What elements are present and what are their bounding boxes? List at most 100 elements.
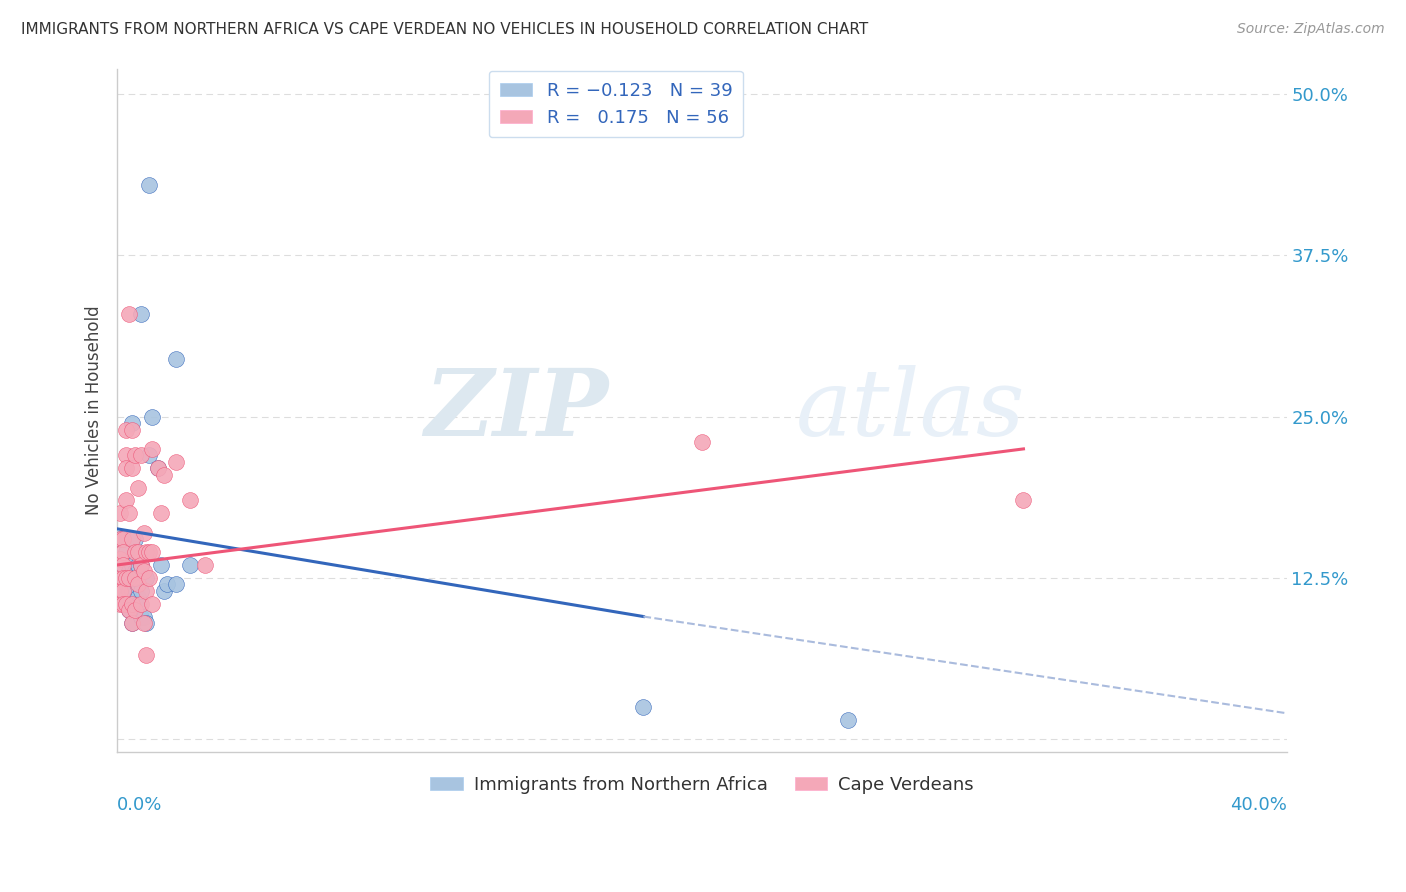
Point: [112, 583, 135, 598]
Y-axis label: No Vehicles in Household: No Vehicles in Household: [86, 305, 103, 515]
Point: [127, 558, 149, 572]
Point: [138, 448, 160, 462]
Point: [118, 507, 141, 521]
Point: [124, 603, 146, 617]
Point: [115, 590, 138, 604]
Text: 0.0%: 0.0%: [117, 797, 163, 814]
Text: atlas: atlas: [796, 365, 1025, 455]
Point: [141, 545, 163, 559]
Point: [633, 699, 655, 714]
Text: IMMIGRANTS FROM NORTHERN AFRICA VS CAPE VERDEAN NO VEHICLES IN HOUSEHOLD CORRELA: IMMIGRANTS FROM NORTHERN AFRICA VS CAPE …: [21, 22, 869, 37]
Point: [129, 306, 152, 320]
Point: [141, 597, 163, 611]
Point: [108, 583, 131, 598]
Point: [129, 558, 152, 572]
Point: [121, 615, 143, 630]
Point: [121, 583, 143, 598]
Point: [1012, 493, 1035, 508]
Point: [124, 571, 146, 585]
Text: Source: ZipAtlas.com: Source: ZipAtlas.com: [1237, 22, 1385, 37]
Point: [141, 442, 163, 456]
Point: [165, 351, 187, 366]
Point: [121, 423, 143, 437]
Point: [108, 507, 131, 521]
Point: [138, 545, 160, 559]
Point: [124, 545, 146, 559]
Point: [112, 565, 135, 579]
Point: [135, 571, 157, 585]
Point: [121, 597, 143, 611]
Point: [112, 571, 135, 585]
Point: [153, 583, 176, 598]
Point: [115, 545, 138, 559]
Point: [108, 597, 131, 611]
Point: [146, 461, 169, 475]
Point: [135, 545, 157, 559]
Point: [132, 565, 155, 579]
Point: [127, 577, 149, 591]
Point: [150, 558, 173, 572]
Point: [837, 713, 859, 727]
Point: [121, 558, 143, 572]
Point: [124, 532, 146, 546]
Point: [135, 648, 157, 663]
Point: [108, 532, 131, 546]
Point: [135, 615, 157, 630]
Point: [108, 551, 131, 566]
Point: [115, 423, 138, 437]
Point: [115, 448, 138, 462]
Point: [179, 558, 201, 572]
Point: [115, 461, 138, 475]
Point: [118, 603, 141, 617]
Point: [121, 615, 143, 630]
Point: [127, 545, 149, 559]
Point: [124, 571, 146, 585]
Text: 40.0%: 40.0%: [1230, 797, 1286, 814]
Point: [121, 416, 143, 430]
Point: [129, 583, 152, 598]
Point: [112, 583, 135, 598]
Point: [118, 571, 141, 585]
Point: [115, 597, 138, 611]
Point: [118, 603, 141, 617]
Point: [115, 571, 138, 585]
Point: [690, 435, 713, 450]
Point: [194, 558, 217, 572]
Point: [118, 306, 141, 320]
Point: [165, 577, 187, 591]
Point: [150, 507, 173, 521]
Point: [129, 558, 152, 572]
Point: [108, 532, 131, 546]
Point: [121, 461, 143, 475]
Point: [165, 455, 187, 469]
Point: [115, 493, 138, 508]
Point: [141, 409, 163, 424]
Point: [115, 577, 138, 591]
Point: [108, 571, 131, 585]
Point: [121, 571, 143, 585]
Point: [132, 525, 155, 540]
Legend: Immigrants from Northern Africa, Cape Verdeans: Immigrants from Northern Africa, Cape Ve…: [423, 769, 981, 801]
Point: [129, 597, 152, 611]
Point: [124, 448, 146, 462]
Point: [129, 609, 152, 624]
Point: [129, 448, 152, 462]
Point: [118, 565, 141, 579]
Point: [127, 597, 149, 611]
Point: [153, 467, 176, 482]
Text: ZIP: ZIP: [425, 365, 609, 455]
Point: [138, 571, 160, 585]
Point: [146, 461, 169, 475]
Point: [156, 577, 179, 591]
Point: [112, 532, 135, 546]
Point: [127, 481, 149, 495]
Point: [112, 545, 135, 559]
Point: [135, 583, 157, 598]
Point: [121, 532, 143, 546]
Point: [112, 597, 135, 611]
Point: [118, 583, 141, 598]
Point: [179, 493, 201, 508]
Point: [124, 565, 146, 579]
Point: [138, 178, 160, 192]
Point: [132, 615, 155, 630]
